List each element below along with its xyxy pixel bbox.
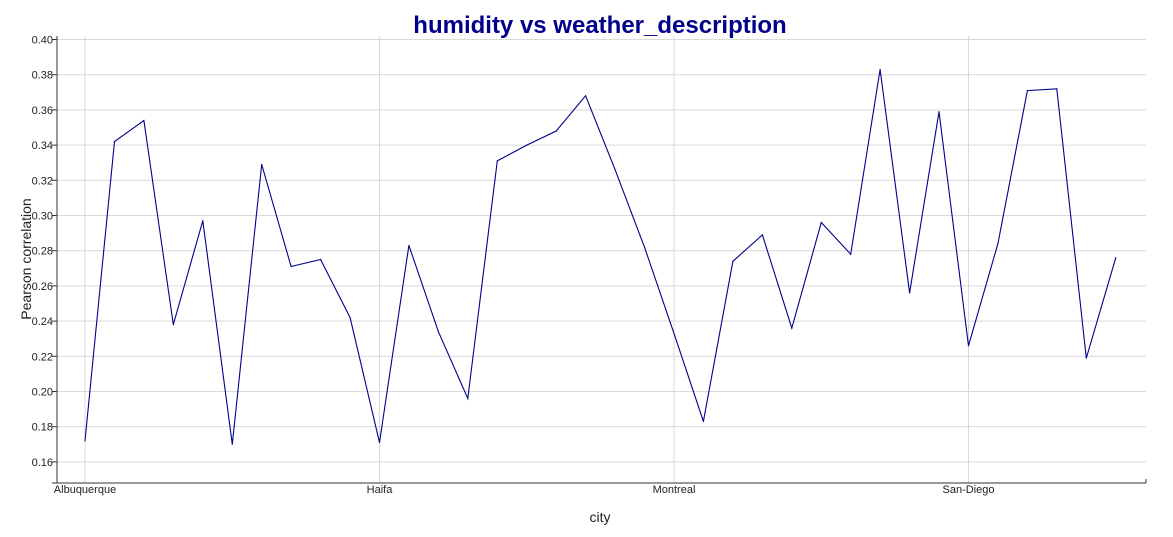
- data-point: [909, 292, 911, 294]
- y-tick-label: 0.16: [32, 457, 53, 469]
- y-tick-label: 0.32: [32, 175, 53, 187]
- data-point: [202, 220, 204, 222]
- data-point: [290, 265, 292, 268]
- data-point: [997, 243, 999, 245]
- data-point: [378, 441, 381, 444]
- y-axis-label: Pearson correlation: [18, 198, 34, 319]
- data-point: [850, 253, 852, 255]
- x-axis-label: city: [590, 509, 611, 525]
- data-point: [172, 324, 174, 326]
- data-point: [408, 244, 410, 247]
- y-tick-label: 0.22: [32, 351, 53, 363]
- data-point: [761, 234, 763, 236]
- data-point: [585, 95, 587, 97]
- data-point: [1085, 357, 1087, 359]
- y-tick-label: 0.40: [32, 35, 53, 47]
- grid: [57, 36, 1146, 483]
- data-point: [261, 163, 263, 166]
- data-point: [526, 144, 528, 146]
- y-tick-label: 0.30: [32, 211, 53, 223]
- data-point: [437, 331, 439, 333]
- data-point: [1026, 89, 1028, 92]
- data-point: [113, 140, 116, 143]
- data-point: [555, 130, 557, 132]
- data-point: [643, 246, 646, 248]
- data-point: [820, 221, 822, 224]
- data-point: [879, 68, 881, 71]
- data-point: [732, 260, 734, 262]
- y-tick-label: 0.34: [32, 140, 53, 152]
- y-tick-label: 0.18: [32, 422, 53, 434]
- y-tick-label: 0.26: [32, 281, 53, 293]
- data-point: [84, 440, 86, 442]
- data-point: [1115, 257, 1117, 259]
- data-point: [673, 332, 675, 335]
- data-point: [320, 258, 322, 261]
- data-point: [231, 443, 233, 445]
- data-point: [702, 420, 705, 423]
- x-tick-label: San-Diego: [943, 484, 995, 496]
- y-tick-label: 0.20: [32, 386, 53, 398]
- x-tick-label: Albuquerque: [54, 484, 116, 496]
- chart-title: humidity vs weather_description: [413, 12, 786, 39]
- data-point: [349, 316, 351, 319]
- x-tick-label: Montreal: [653, 484, 696, 496]
- data-point: [143, 119, 145, 122]
- y-tick-label: 0.36: [32, 105, 53, 117]
- data-point: [967, 345, 970, 347]
- x-tick-label: Haifa: [367, 484, 394, 496]
- data-point: [496, 160, 498, 162]
- series-layer: [84, 68, 1117, 445]
- data-point: [467, 397, 469, 400]
- data-point: [1056, 88, 1058, 90]
- data-point: [938, 111, 940, 113]
- series-line: [84, 69, 1117, 445]
- y-tick-label: 0.38: [32, 70, 53, 82]
- axes: 0.16 0.18 0.20 0.22 0.24 0.26 0.28 0.30 0.32 0.34…: [32, 35, 1147, 496]
- y-tick-label: 0.24: [32, 316, 53, 328]
- data-point: [791, 327, 793, 329]
- y-tick-label: 0.28: [32, 246, 53, 258]
- data-point: [614, 169, 616, 171]
